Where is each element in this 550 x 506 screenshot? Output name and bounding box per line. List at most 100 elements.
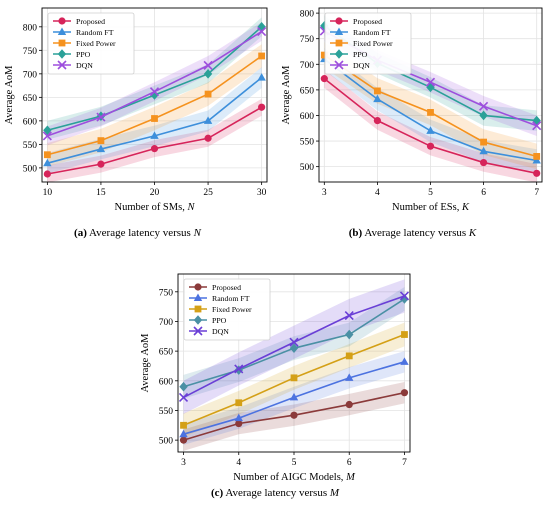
data-point [257, 73, 266, 81]
x-axis-variable: K [461, 202, 470, 213]
x-tick-label: 25 [203, 188, 213, 198]
legend-marker [57, 60, 67, 70]
legend-label: DQN [353, 61, 370, 70]
legend-marker [335, 17, 343, 25]
legend-marker [334, 60, 344, 70]
caption-c: (c) Average latency versus M [130, 487, 420, 499]
chart-panel-a: 500 550 600 650 700 750 800 10 15 20 25 30 Number of… [4, 7, 268, 213]
y-tick-label: 700 [23, 70, 38, 80]
legend-label: Proposed [212, 283, 241, 292]
data-point [480, 138, 487, 146]
legend-marker [58, 17, 66, 25]
data-point [151, 115, 158, 122]
x-axis-label: Number of ESs, K [392, 202, 470, 213]
data-point [43, 170, 51, 178]
x-axis-label: Number of AIGC Models, M [233, 472, 356, 482]
chart-panel-b: 500 550 600 650 700 750 800 3 4 5 6 7 Number of ESs,… [281, 7, 543, 213]
legend-label: PPO [76, 50, 91, 59]
data-point [320, 75, 328, 83]
caption-a-tag: (a) [74, 227, 87, 239]
data-point [203, 116, 213, 124]
y-axis-label: Average AoM [4, 65, 15, 125]
data-point [400, 389, 409, 397]
data-point [42, 131, 52, 141]
caption-c-var: M [329, 487, 340, 499]
data-point [290, 374, 298, 382]
data-point [479, 158, 488, 167]
data-point [289, 392, 299, 401]
legend-marker [335, 39, 343, 47]
x-tick-label: 6 [481, 188, 486, 198]
data-point [96, 144, 106, 153]
data-point [400, 357, 409, 365]
legend-marker [58, 39, 66, 47]
y-tick-label: 650 [300, 86, 315, 96]
data-point [178, 392, 189, 402]
x-tick-label: 5 [428, 188, 433, 198]
x-tick-label: 7 [534, 188, 539, 198]
legend-marker [334, 49, 344, 59]
legend-label: Fixed Power [76, 39, 116, 48]
data-point [373, 116, 382, 125]
data-point [179, 436, 188, 444]
data-point [204, 90, 212, 98]
legend-label: Random FT [212, 294, 250, 303]
data-point [150, 90, 159, 100]
data-point [289, 343, 299, 353]
y-tick-label: 600 [300, 112, 315, 122]
legend-marker [334, 27, 344, 35]
x-axis-variable: M [345, 472, 356, 482]
data-point [426, 82, 435, 93]
data-point [203, 69, 213, 79]
data-point [426, 142, 435, 150]
data-point [257, 26, 267, 37]
legend-marker [193, 293, 203, 301]
caption-b: (b) Average latency versus K [275, 227, 550, 239]
y-tick-label: 650 [159, 348, 174, 358]
series-band [47, 17, 262, 140]
y-tick-label: 500 [300, 163, 315, 173]
data-point [43, 158, 52, 167]
legend-marker [194, 305, 202, 313]
data-point [179, 381, 188, 392]
data-point [150, 145, 159, 153]
data-point [425, 77, 436, 87]
legend-label: Random FT [76, 28, 114, 37]
legend-marker [193, 326, 203, 336]
legend-label: Proposed [353, 17, 382, 26]
data-point [345, 352, 353, 360]
data-point [290, 411, 298, 419]
data-point [289, 337, 299, 347]
y-tick-label: 750 [300, 35, 315, 45]
legend-label: Random FT [353, 28, 391, 37]
legend-marker [194, 283, 202, 291]
y-axis-label: Average AoM [140, 333, 151, 393]
data-point [426, 126, 435, 134]
data-point [203, 60, 213, 70]
data-point [344, 310, 354, 321]
caption-b-var: K [468, 227, 477, 239]
x-tick-label: 20 [150, 188, 160, 198]
data-point [234, 364, 244, 374]
data-point [97, 160, 105, 168]
y-tick-label: 750 [159, 288, 174, 298]
x-tick-label: 6 [347, 458, 352, 468]
data-point [479, 110, 488, 121]
data-point [96, 112, 106, 122]
data-point [533, 153, 541, 160]
x-tick-label: 15 [96, 188, 106, 198]
data-point [258, 103, 266, 111]
caption-c-tag: (c) [210, 487, 224, 499]
data-point [180, 421, 187, 429]
data-point [149, 87, 160, 97]
data-point [258, 52, 266, 60]
caption-b-tag: (b) [348, 227, 363, 239]
legend-label: Fixed Power [353, 39, 393, 48]
x-tick-label: 4 [375, 188, 380, 198]
y-tick-label: 650 [23, 94, 38, 104]
legend-box-a [47, 12, 135, 75]
x-tick-label: 4 [236, 458, 241, 468]
y-tick-label: 500 [23, 164, 38, 174]
data-point [345, 329, 354, 340]
legend-box-b [324, 12, 412, 75]
